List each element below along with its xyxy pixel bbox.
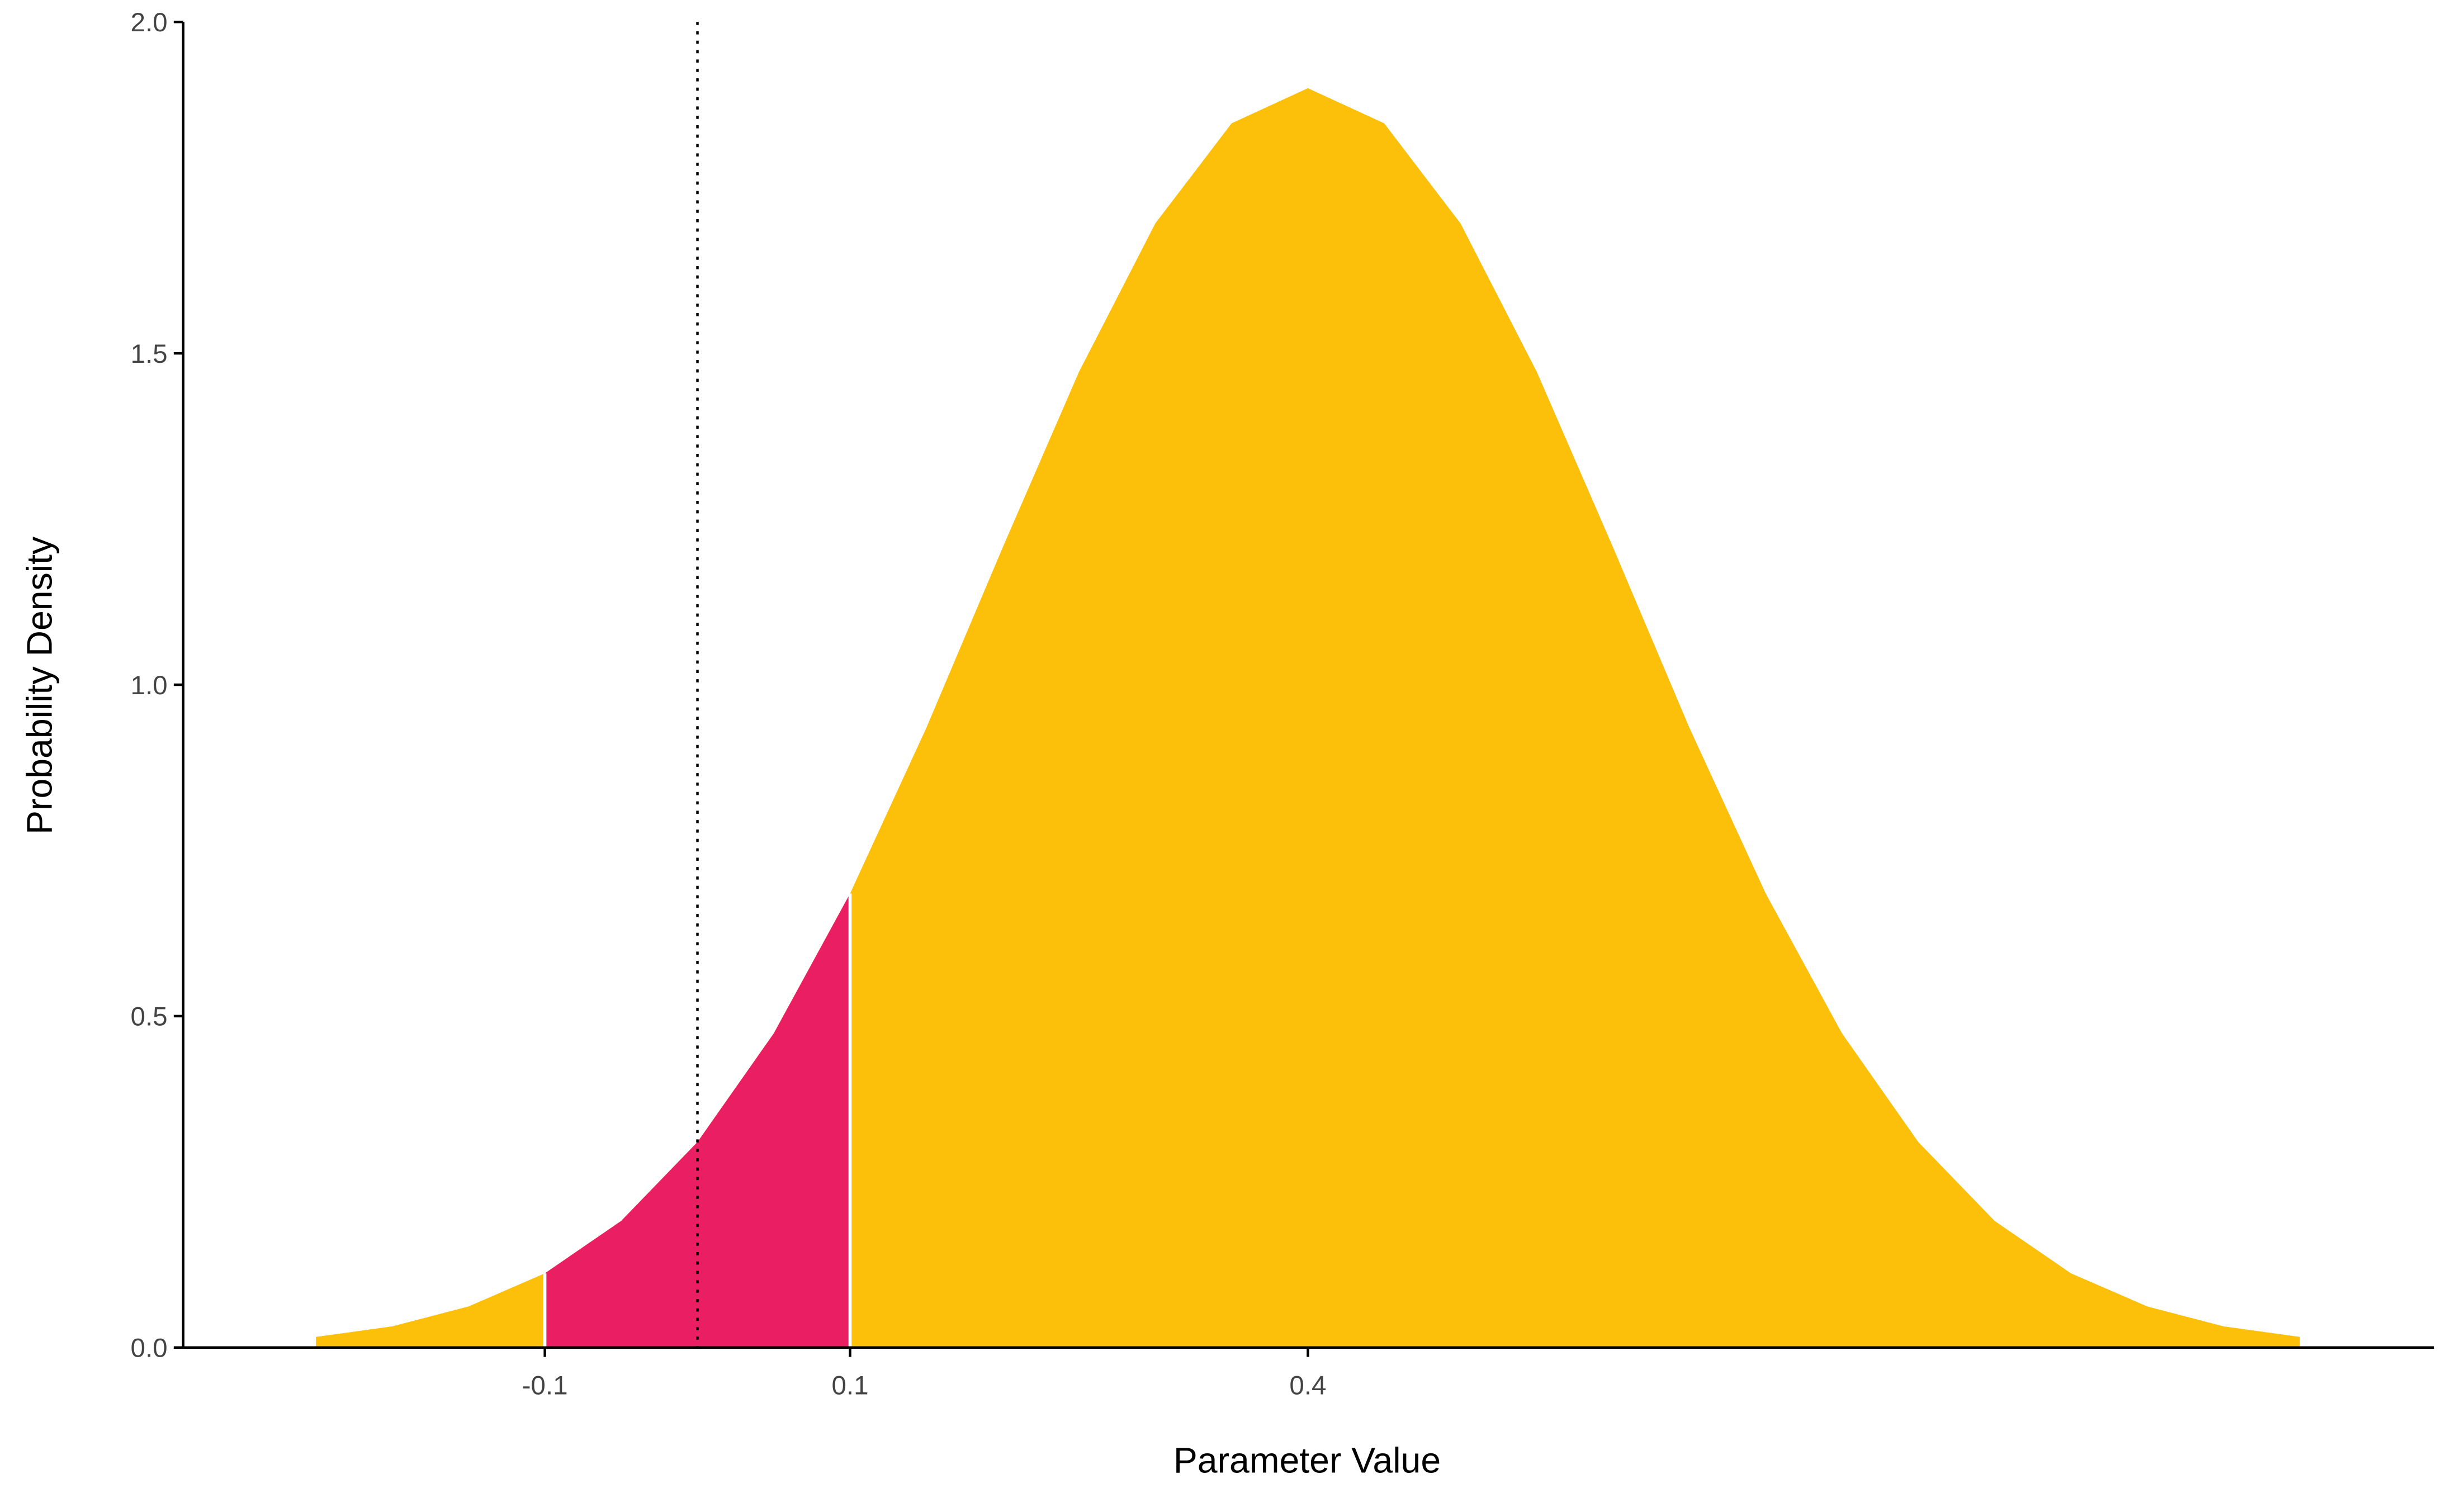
- highlight-area: [545, 893, 850, 1348]
- density-area: [316, 88, 2300, 1348]
- y-tick-label: 1.5: [130, 339, 167, 369]
- x-axis-title: Parameter Value: [1173, 1440, 1441, 1481]
- y-tick-label: 1.0: [130, 671, 167, 700]
- x-tick-label: 0.4: [1289, 1371, 1326, 1401]
- y-tick-label: 0.5: [130, 1002, 167, 1032]
- x-tick-label: -0.1: [522, 1371, 568, 1401]
- x-tick-label: 0.1: [831, 1371, 868, 1401]
- y-axis-title: Probability Density: [19, 536, 59, 835]
- y-tick-label: 2.0: [130, 8, 167, 37]
- y-tick-label: 0.0: [130, 1334, 167, 1363]
